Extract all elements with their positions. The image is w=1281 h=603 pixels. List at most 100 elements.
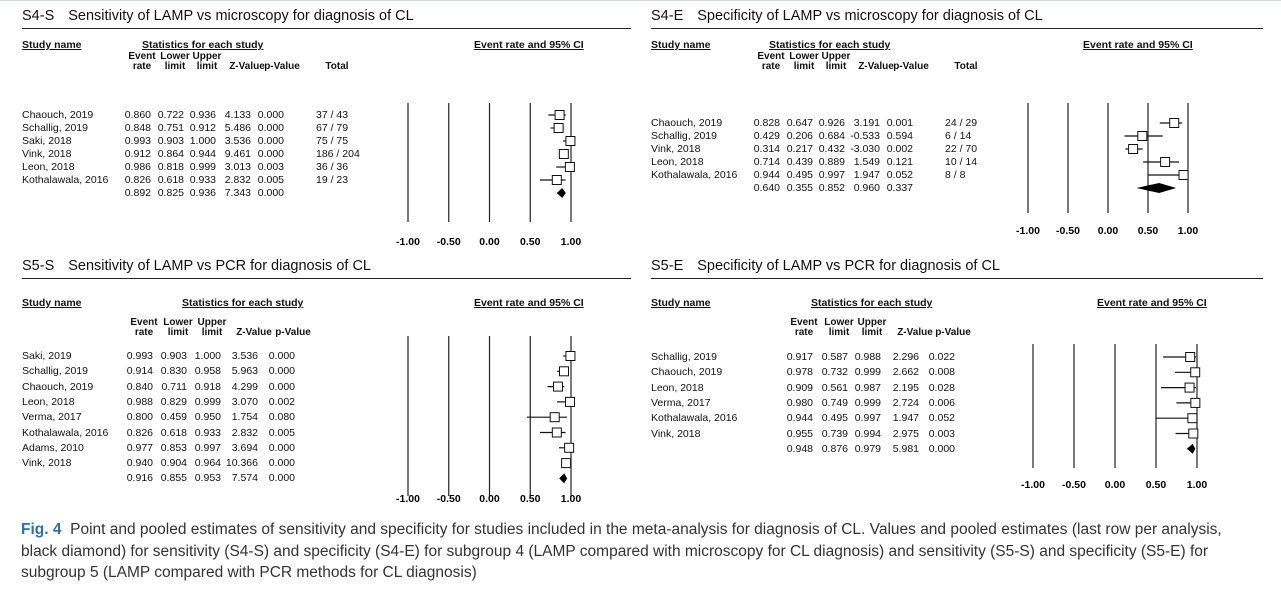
event-rate: 0.800 xyxy=(126,411,153,424)
point-estimate xyxy=(558,366,569,377)
lower-limit: 0.711 xyxy=(161,380,188,393)
p-value: 0.003 xyxy=(257,161,284,173)
z-value: 3.070 xyxy=(231,395,258,408)
column-event-rate: Event rate xyxy=(127,52,157,72)
study-name: Vink, 2018 xyxy=(651,427,701,440)
upper-limit: 0.944 xyxy=(189,148,216,160)
event-rate: 0.914 xyxy=(126,365,153,378)
p-value: 0.000 xyxy=(268,441,295,454)
axis-tick-label: 1.00 xyxy=(1187,479,1208,491)
lower-limit: 0.876 xyxy=(821,442,848,455)
ci-header: Event rate and 95% CI xyxy=(1083,39,1193,51)
study-name: Kothalawala, 2016 xyxy=(22,174,109,186)
table-row: Vink, 2018 0.955 0.739 0.994 2.975 0.003 xyxy=(651,428,955,440)
z-value: 1.947 xyxy=(853,169,880,181)
p-value: 0.000 xyxy=(268,472,295,485)
panel-title: S4-S Sensitivity of LAMP vs microscopy fo… xyxy=(22,8,414,24)
forest-panel-s4-s: S4-S Sensitivity of LAMP vs microscopy fo… xyxy=(22,8,631,258)
pooled-row: 0.916 0.855 0.953 7.574 0.000 xyxy=(22,472,295,484)
study-name-header: Study name xyxy=(22,39,82,51)
lower-limit: 0.903 xyxy=(157,135,184,147)
table-row: Vink, 2018 0.314 0.217 0.432 -3.030 0.002 22 /… xyxy=(651,143,977,155)
column-z-value: Z-Value xyxy=(236,327,272,338)
point-estimate xyxy=(1169,118,1180,128)
title-rule xyxy=(651,278,1263,279)
column-upper-limit: Upper limit xyxy=(857,318,887,338)
forest-plot: -1.00 -0.50 0.00 0.50 1.00 xyxy=(1016,103,1199,237)
panel-title-text: Specificity of LAMP vs PCR for diagnosis… xyxy=(697,258,1000,274)
table-row: Schallig, 2019 0.429 0.206 0.684 -0.533 0.594… xyxy=(651,130,971,142)
lower-limit: 0.903 xyxy=(160,350,187,362)
lower-limit: 0.722 xyxy=(157,109,184,121)
point-estimate xyxy=(553,123,564,133)
column-lower-limit-line2: limit xyxy=(828,327,850,338)
column-upper-limit: Upper limit xyxy=(821,52,851,72)
axis-tick-label: 0.00 xyxy=(1098,225,1119,237)
title-rule xyxy=(22,278,631,279)
upper-limit: 0.889 xyxy=(818,156,845,168)
event-rate: 0.848 xyxy=(124,122,151,134)
total: 37 / 43 xyxy=(316,109,349,121)
table-row: Adams, 2010 0.977 0.853 0.997 3.694 0.000 xyxy=(22,442,295,454)
forest-panel-s4-e: S4-E Specificity of LAMP vs microscopy fo… xyxy=(651,8,1263,258)
p-value: 0.594 xyxy=(886,130,913,142)
study-name: Vink, 2018 xyxy=(651,143,701,155)
column-event-rate-line2: rate xyxy=(132,61,152,72)
event-rate: 0.988 xyxy=(126,395,153,408)
upper-limit: 0.936 xyxy=(189,109,216,121)
upper-limit: 0.999 xyxy=(189,161,216,173)
event-rate: 0.892 xyxy=(124,187,151,199)
point-estimate xyxy=(552,381,563,392)
pooled-diamond xyxy=(1136,183,1177,193)
study-name: Schallig, 2019 xyxy=(651,130,717,142)
lower-limit: 0.439 xyxy=(786,156,813,168)
column-lower-limit: Lower limit xyxy=(789,52,819,72)
study-name: Kothalawala, 2016 xyxy=(651,169,738,181)
lower-limit: 0.217 xyxy=(786,143,813,155)
event-rate: 0.940 xyxy=(126,457,153,470)
study-name: Leon, 2018 xyxy=(651,156,704,168)
column-upper-limit: Upper limit xyxy=(192,52,222,72)
event-rate: 0.948 xyxy=(786,442,813,455)
upper-limit: 0.994 xyxy=(854,427,881,440)
column-upper-limit-line1: Upper xyxy=(197,317,227,328)
study-name: Leon, 2018 xyxy=(22,395,75,408)
p-value: 0.000 xyxy=(268,457,295,470)
p-value: 0.337 xyxy=(886,182,913,194)
column-lower-limit-line1: Lower xyxy=(789,51,819,62)
axis-tick-label: 1.00 xyxy=(1178,225,1199,237)
axis-tick-label: -0.50 xyxy=(437,236,461,248)
z-value: 3.013 xyxy=(224,161,251,173)
panel-code: S4-S xyxy=(22,8,55,24)
total: 75 / 75 xyxy=(316,135,349,147)
event-rate: 0.826 xyxy=(124,174,151,186)
lower-limit: 0.355 xyxy=(786,182,813,194)
study-name-header: Study name xyxy=(651,39,711,51)
z-value: 2.832 xyxy=(224,174,251,186)
lower-limit: 0.825 xyxy=(157,187,184,199)
event-rate: 0.944 xyxy=(786,412,813,425)
study-name: Chaouch, 2019 xyxy=(22,380,94,393)
upper-limit: 0.987 xyxy=(854,381,881,394)
total: 6 / 14 xyxy=(945,130,972,142)
p-value: 0.022 xyxy=(928,351,955,363)
total: 186 / 204 xyxy=(316,148,360,160)
event-rate: 0.314 xyxy=(753,143,780,155)
axis-tick-label: 0.00 xyxy=(1105,479,1126,491)
column-p-value: p-Value xyxy=(893,61,929,72)
point-estimate xyxy=(1160,157,1171,167)
title-rule xyxy=(651,28,1263,29)
z-value: 2.195 xyxy=(892,381,919,394)
caption-label: Fig. 4 xyxy=(21,521,62,538)
z-value: 10.366 xyxy=(225,457,258,470)
event-rate: 0.980 xyxy=(786,396,813,409)
panel-title-text: Specificity of LAMP vs microscopy for di… xyxy=(697,8,1043,24)
panel-code: S5-E xyxy=(651,258,684,274)
column-event-rate-line2: rate xyxy=(134,327,154,338)
lower-limit: 0.818 xyxy=(157,161,184,173)
table-row: Verma, 2017 0.980 0.749 0.999 2.724 0.006 xyxy=(651,397,955,409)
column-total: Total xyxy=(954,61,978,72)
forest-plot: -1.00 -0.50 0.00 0.50 1.00 xyxy=(396,336,581,505)
z-value: 1.754 xyxy=(231,411,258,424)
event-rate: 0.978 xyxy=(786,366,813,379)
